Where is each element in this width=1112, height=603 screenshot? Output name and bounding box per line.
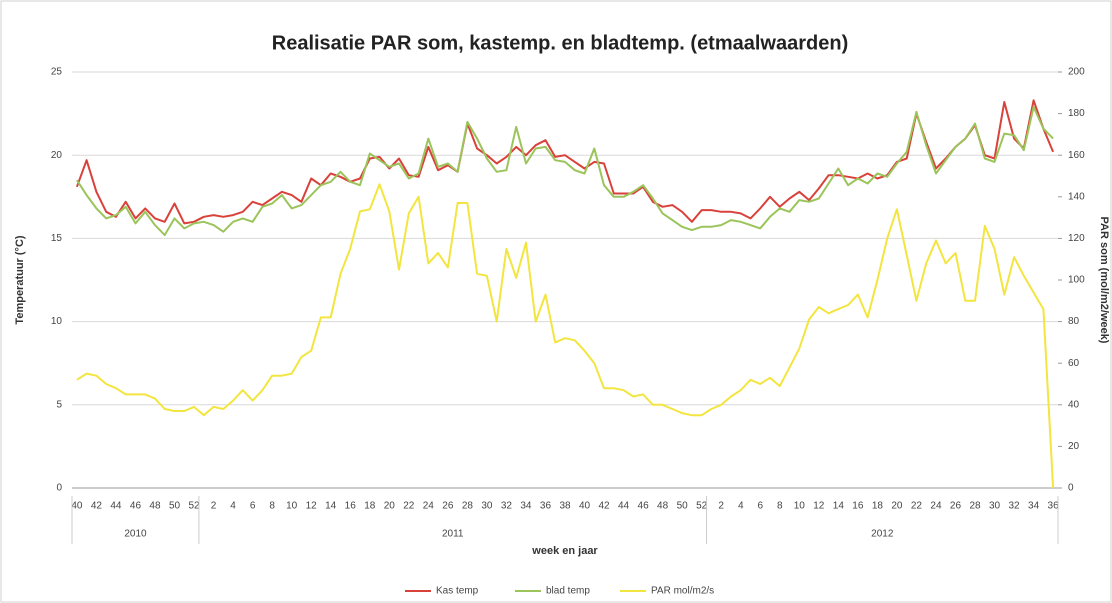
x-tick-label: 16 bbox=[345, 501, 357, 512]
y-tick-label: 10 bbox=[51, 316, 63, 327]
x-tick-label: 46 bbox=[130, 501, 142, 512]
y2-tick-label: 140 bbox=[1068, 191, 1085, 202]
y2-tick-label: 40 bbox=[1068, 399, 1080, 410]
y-tick-label: 5 bbox=[56, 399, 62, 410]
x-tick-label: 32 bbox=[1009, 501, 1021, 512]
y2-tick-label: 120 bbox=[1068, 233, 1085, 244]
chart-title: Realisatie PAR som, kastemp. en bladtemp… bbox=[272, 32, 848, 54]
x-tick-label: 50 bbox=[169, 501, 181, 512]
x-tick-label: 18 bbox=[872, 501, 884, 512]
x-tick-label: 52 bbox=[696, 501, 708, 512]
y2-tick-label: 20 bbox=[1068, 441, 1080, 452]
x-tick-label: 18 bbox=[364, 501, 376, 512]
x-tick-label: 38 bbox=[559, 501, 571, 512]
x-tick-label: 48 bbox=[149, 501, 161, 512]
x-tick-label: 34 bbox=[1028, 501, 1040, 512]
x-tick-label: 50 bbox=[677, 501, 689, 512]
y-tick-label: 15 bbox=[51, 233, 63, 244]
x-axis-label: week en jaar bbox=[531, 545, 598, 557]
x-tick-label: 26 bbox=[950, 501, 962, 512]
x-tick-label: 12 bbox=[306, 501, 318, 512]
x-tick-label: 20 bbox=[891, 501, 903, 512]
y2-tick-label: 0 bbox=[1068, 483, 1074, 494]
series-line bbox=[76, 183, 1055, 489]
y2-tick-label: 100 bbox=[1068, 275, 1085, 286]
y2-tick-label: 80 bbox=[1068, 316, 1080, 327]
x-tick-label: 2 bbox=[718, 501, 724, 512]
x-tick-label: 2 bbox=[211, 501, 217, 512]
y-tick-label: 25 bbox=[51, 67, 63, 78]
x-tick-label: 20 bbox=[384, 501, 396, 512]
x-tick-label: 22 bbox=[403, 501, 415, 512]
x-tick-label: 4 bbox=[230, 501, 236, 512]
x-group-label: 2011 bbox=[442, 529, 464, 540]
x-tick-label: 30 bbox=[989, 501, 1001, 512]
x-tick-label: 44 bbox=[110, 501, 122, 512]
x-tick-label: 52 bbox=[188, 501, 200, 512]
x-tick-label: 6 bbox=[757, 501, 763, 512]
x-group-label: 2012 bbox=[871, 529, 894, 540]
x-tick-label: 8 bbox=[777, 501, 783, 512]
x-tick-label: 10 bbox=[286, 501, 298, 512]
y-tick-label: 20 bbox=[51, 150, 63, 161]
x-tick-label: 42 bbox=[91, 501, 103, 512]
x-tick-label: 28 bbox=[462, 501, 474, 512]
x-tick-label: 24 bbox=[423, 501, 435, 512]
y-tick-label: 0 bbox=[56, 483, 62, 494]
x-tick-label: 12 bbox=[813, 501, 825, 512]
x-tick-label: 48 bbox=[657, 501, 669, 512]
x-tick-label: 42 bbox=[598, 501, 610, 512]
x-tick-label: 16 bbox=[852, 501, 864, 512]
x-group-label: 2010 bbox=[124, 529, 147, 540]
x-tick-label: 36 bbox=[540, 501, 552, 512]
legend-label: Kas temp bbox=[436, 586, 479, 597]
x-tick-label: 32 bbox=[501, 501, 513, 512]
y2-tick-label: 60 bbox=[1068, 358, 1080, 369]
x-tick-label: 46 bbox=[638, 501, 650, 512]
y2-tick-label: 180 bbox=[1068, 108, 1085, 119]
legend-label: PAR mol/m2/s bbox=[651, 586, 714, 597]
x-tick-label: 24 bbox=[930, 501, 942, 512]
x-tick-label: 40 bbox=[71, 501, 83, 512]
y-axis-label: Temperatuur (°C) bbox=[14, 235, 26, 324]
x-tick-label: 34 bbox=[520, 501, 532, 512]
x-tick-label: 30 bbox=[481, 501, 493, 512]
x-tick-label: 14 bbox=[325, 501, 337, 512]
x-tick-label: 14 bbox=[833, 501, 845, 512]
y2-axis-label: PAR som (mol/m2/week) bbox=[1098, 217, 1110, 344]
y2-tick-label: 200 bbox=[1068, 67, 1085, 78]
x-tick-label: 40 bbox=[579, 501, 591, 512]
x-tick-label: 26 bbox=[442, 501, 454, 512]
x-tick-label: 22 bbox=[911, 501, 923, 512]
x-tick-label: 10 bbox=[794, 501, 806, 512]
x-tick-label: 28 bbox=[969, 501, 981, 512]
x-tick-label: 8 bbox=[269, 501, 275, 512]
y2-tick-label: 160 bbox=[1068, 150, 1085, 161]
x-tick-label: 6 bbox=[250, 501, 256, 512]
series-line bbox=[76, 105, 1054, 237]
legend-label: blad temp bbox=[546, 586, 590, 597]
x-tick-label: 36 bbox=[1048, 501, 1060, 512]
x-tick-label: 44 bbox=[618, 501, 630, 512]
x-tick-label: 4 bbox=[738, 501, 744, 512]
